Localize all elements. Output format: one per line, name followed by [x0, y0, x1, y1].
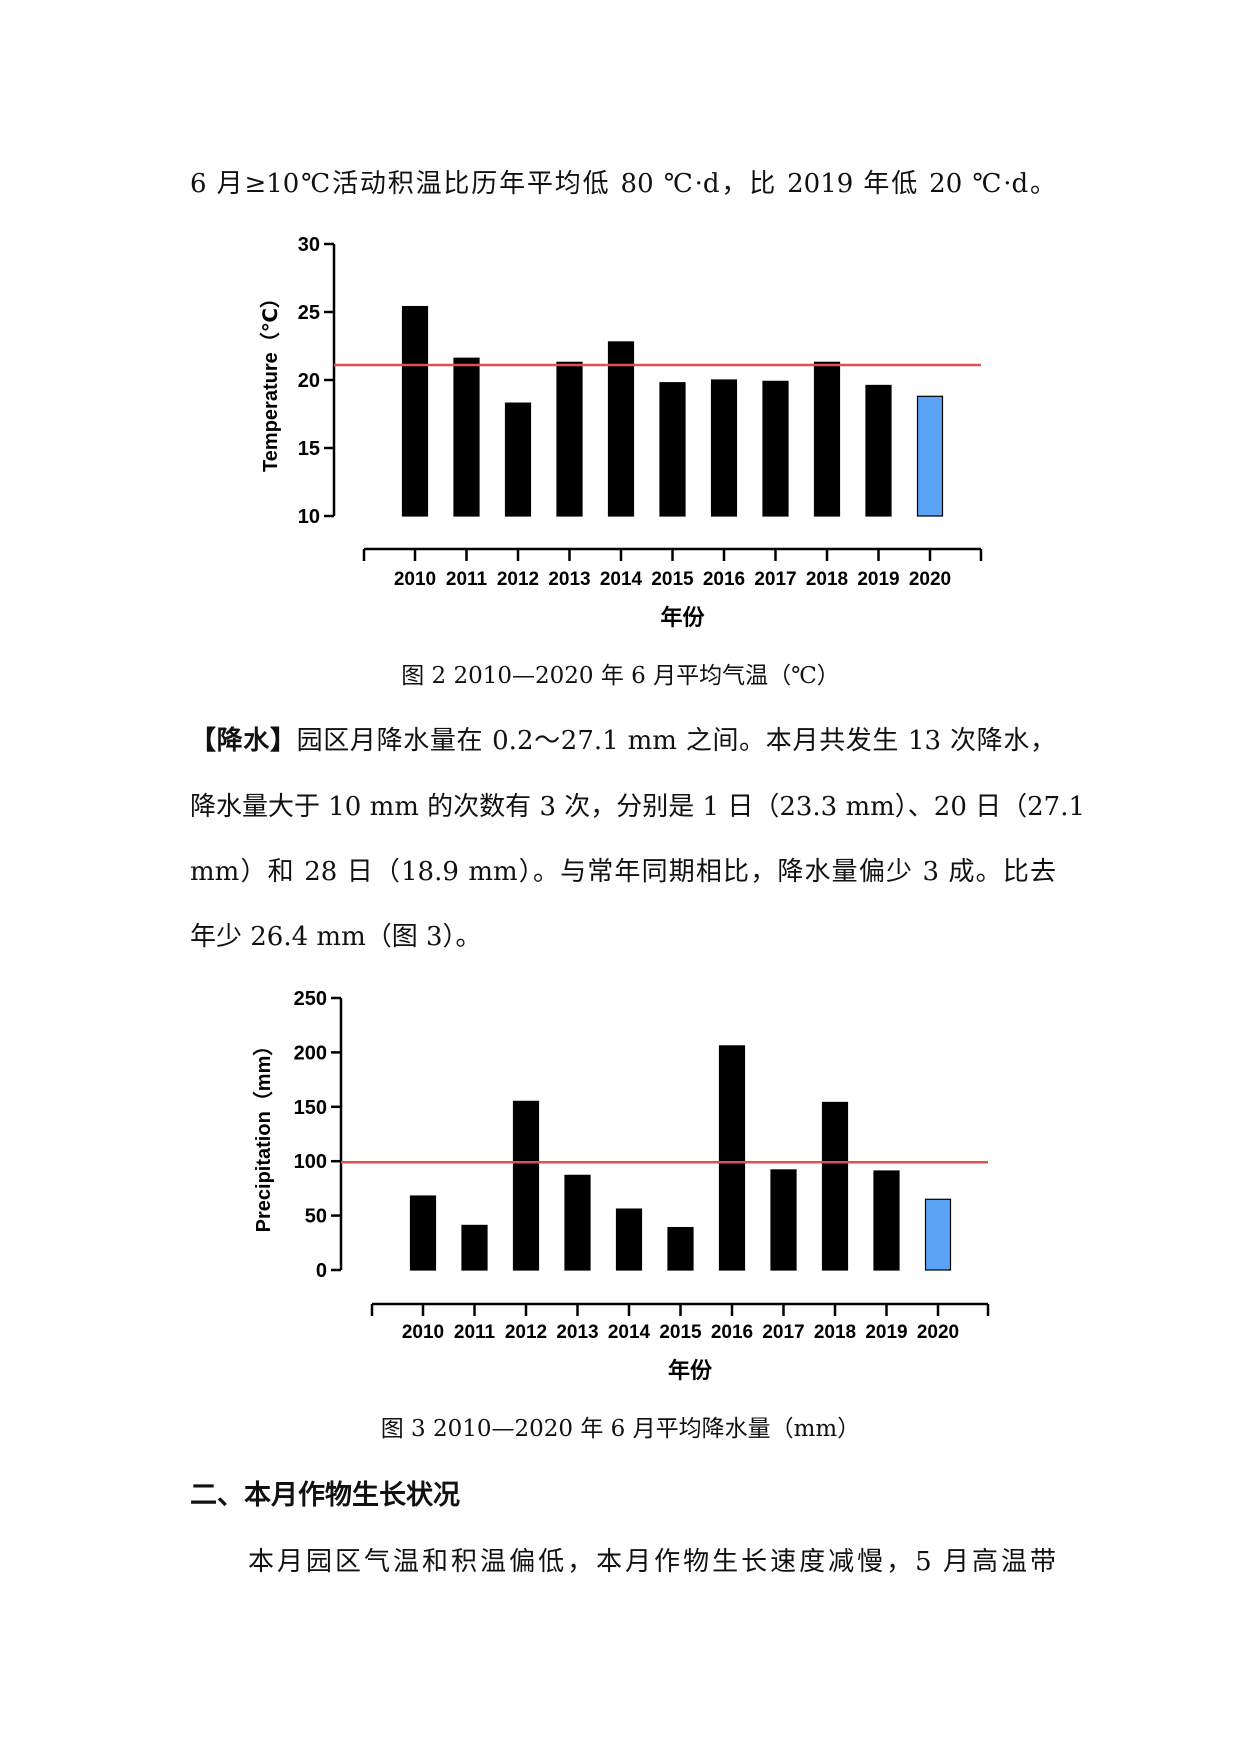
bar-2016	[718, 1045, 746, 1271]
x-tick-label: 2013	[556, 1322, 598, 1343]
x-tick-label: 2016	[711, 1322, 753, 1343]
bar-2010	[409, 1195, 437, 1271]
y-tick-label: 10	[298, 506, 320, 528]
y-tick-label: 15	[298, 438, 320, 460]
bar-2012	[512, 1100, 540, 1271]
bar-2018	[821, 1101, 849, 1271]
y-axis-label: Precipitation（mm）	[252, 1036, 275, 1233]
precip-paragraph-line-1: 【降水】园区月降水量在 0.2～27.1 mm 之间。本月共发生 13 次降水，	[190, 724, 1056, 758]
x-tick-label: 2012	[497, 569, 539, 590]
bar-2017	[762, 380, 789, 517]
x-tick-label: 2012	[505, 1322, 547, 1343]
x-axis-label: 年份	[660, 605, 705, 630]
bar-2015	[667, 1226, 694, 1271]
y-axis-label: Temperature（℃）	[259, 288, 282, 472]
x-tick-label: 2010	[402, 1322, 444, 1343]
bar-2013	[556, 361, 583, 517]
bar-2019	[873, 1170, 900, 1271]
y-tick-label: 250	[294, 988, 327, 1010]
x-tick-label: 2016	[703, 569, 745, 590]
y-tick-label: 30	[298, 234, 320, 256]
section-heading: 二、本月作物生长状况	[190, 1480, 460, 1511]
bar-2010	[401, 305, 429, 517]
bar-2014	[607, 341, 635, 517]
figure-3-caption: 图 3 2010—2020 年 6 月平均降水量（mm）	[380, 1416, 861, 1442]
precip-label: 【降水】	[190, 726, 297, 756]
y-tick-label: 150	[294, 1097, 327, 1119]
x-tick-label: 2014	[608, 1322, 651, 1343]
figure-2-caption: 图 2 2010—2020 年 6 月平均气温（℃）	[401, 663, 840, 689]
x-tick-label: 2020	[909, 569, 951, 590]
y-tick-label: 50	[305, 1206, 327, 1228]
x-tick-label: 2014	[600, 569, 643, 590]
x-tick-label: 2017	[762, 1322, 804, 1343]
bar-2011	[453, 357, 480, 517]
x-tick-label: 2019	[865, 1322, 907, 1343]
bar-2014	[615, 1208, 643, 1271]
x-tick-label: 2017	[754, 569, 796, 590]
bar-2011	[461, 1224, 488, 1271]
y-tick-label: 100	[294, 1151, 327, 1173]
y-tick-label: 25	[298, 302, 320, 324]
x-tick-label: 2010	[394, 569, 436, 590]
x-tick-label: 2019	[857, 569, 899, 590]
bar-2015	[659, 382, 686, 517]
bar-2012	[504, 402, 532, 517]
precip-line-1-text: 园区月降水量在 0.2～27.1 mm 之间。本月共发生 13 次降水，	[296, 726, 1056, 756]
bar-2017	[770, 1169, 797, 1271]
y-tick-label: 200	[294, 1042, 327, 1064]
precipitation-bar-chart: 0 50 100 150 200 250 Precipitation（mm） 2010 2011…	[252, 988, 990, 1383]
precip-paragraph-line-2: 降水量大于 10 mm 的次数有 3 次，分别是 1 日（23.3 mm）、20…	[190, 792, 1086, 822]
temperature-bar-chart: 10 15 20 25 30 Temperature（℃） 2010 2011 2012 2013…	[259, 234, 983, 630]
x-tick-label: 2011	[454, 1322, 496, 1343]
x-tick-label: 2018	[814, 1322, 856, 1343]
bar-2016	[710, 379, 738, 517]
x-tick-label: 2020	[917, 1322, 959, 1343]
precip-paragraph-line-4: 年少 26.4 mm（图 3）。	[190, 922, 482, 952]
bar-2013	[564, 1174, 591, 1271]
bar-2019	[865, 384, 892, 517]
x-tick-label: 2011	[446, 569, 488, 590]
x-tick-label: 2013	[548, 569, 590, 590]
bar-2020	[916, 395, 944, 517]
precip-paragraph-line-3: mm）和 28 日（18.9 mm）。与常年同期相比，降水量偏少 3 成。比去	[190, 857, 1056, 887]
y-tick-label: 20	[298, 370, 320, 392]
y-tick-label: 0	[316, 1260, 327, 1282]
x-tick-label: 2015	[659, 1322, 702, 1343]
x-axis-label: 年份	[668, 1358, 713, 1383]
bar-2018	[813, 361, 841, 517]
bar-2020	[924, 1198, 952, 1271]
x-tick-label: 2018	[806, 569, 848, 590]
x-tick-label: 2015	[651, 569, 694, 590]
paragraph-temperature-summary: 6 月≥10℃活动积温比历年平均低 80 ℃·d，比 2019 年低 20 ℃·…	[190, 169, 1056, 199]
paragraph-crop-growth: 本月园区气温和积温偏低，本月作物生长速度减慢，5 月高温带	[248, 1547, 1056, 1577]
